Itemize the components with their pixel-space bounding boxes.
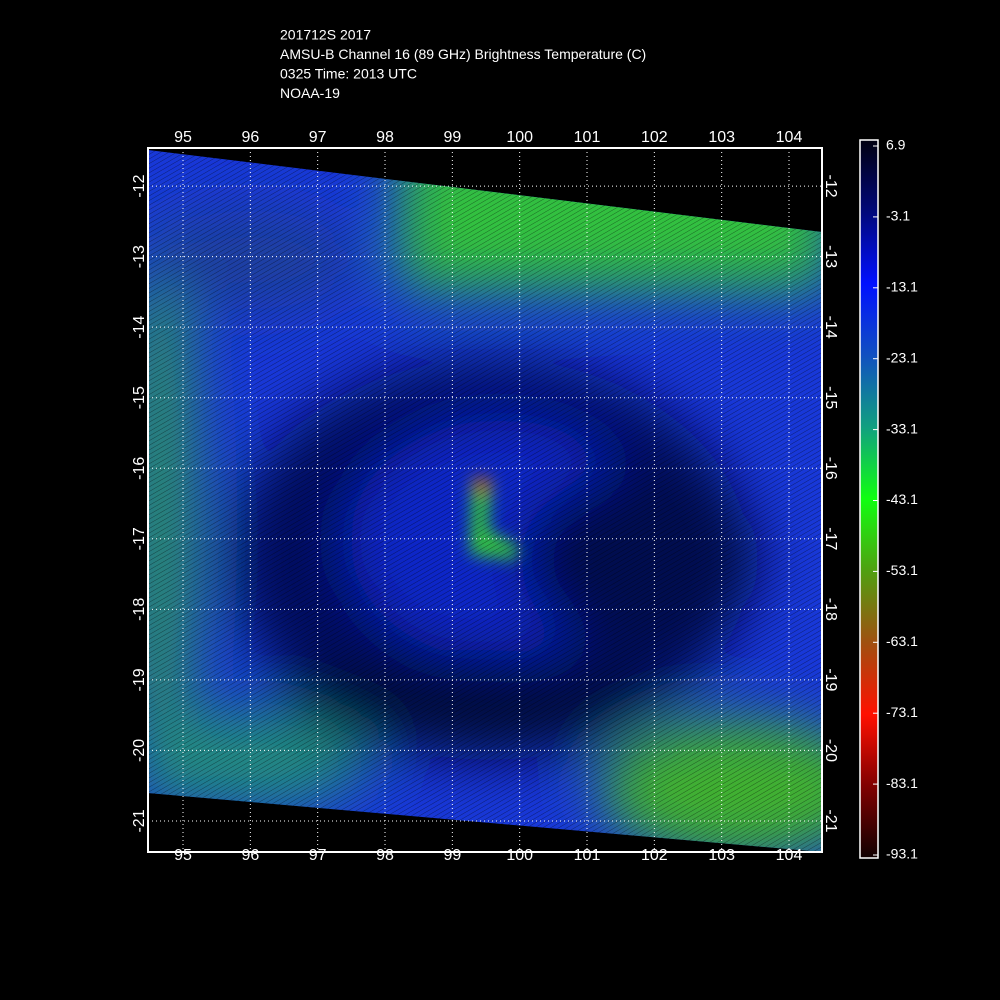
lon-label-top: 101 <box>574 129 601 146</box>
lon-label-top: 102 <box>641 129 668 146</box>
colorbar-label: -13.1 <box>886 279 918 295</box>
lon-label-top: 99 <box>443 129 461 146</box>
lon-label-top: 98 <box>376 129 394 146</box>
colorbar-label: -93.1 <box>886 846 918 862</box>
header-line: NOAA-19 <box>280 85 340 101</box>
colorbar <box>859 139 879 859</box>
lat-label-left: -13 <box>131 245 148 268</box>
lat-label-right: -21 <box>822 809 839 832</box>
colorbar-label: -73.1 <box>886 704 918 720</box>
lat-label-right: -19 <box>822 668 839 691</box>
lat-label-right: -17 <box>822 527 839 550</box>
lat-label-left: -20 <box>131 739 148 762</box>
lat-label-left: -15 <box>131 386 148 409</box>
colorbar-label: -83.1 <box>886 775 918 791</box>
colorbar-label: 6.9 <box>886 137 906 153</box>
header-line: 0325 Time: 2013 UTC <box>280 66 417 82</box>
lon-label-bottom: 99 <box>443 847 461 864</box>
colorbar-label: -43.1 <box>886 491 918 507</box>
colorbar-label: -3.1 <box>886 208 910 224</box>
lat-label-left: -17 <box>131 527 148 550</box>
colorbar-label: -63.1 <box>886 633 918 649</box>
lat-label-right: -13 <box>822 245 839 268</box>
lon-label-bottom: 102 <box>641 847 668 864</box>
lat-label-left: -21 <box>131 809 148 832</box>
lon-label-bottom: 98 <box>376 847 394 864</box>
lat-label-right: -18 <box>822 598 839 621</box>
lon-label-bottom: 103 <box>708 847 735 864</box>
lat-label-right: -12 <box>822 175 839 198</box>
lon-label-bottom: 104 <box>776 847 803 864</box>
lon-label-top: 97 <box>309 129 327 146</box>
lon-label-top: 103 <box>708 129 735 146</box>
lat-label-left: -19 <box>131 668 148 691</box>
lat-label-right: -15 <box>822 386 839 409</box>
lat-label-left: -16 <box>131 457 148 480</box>
lat-label-left: -18 <box>131 598 148 621</box>
lat-label-right: -16 <box>822 457 839 480</box>
lon-label-bottom: 100 <box>506 847 533 864</box>
colorbar-label: -53.1 <box>886 562 918 578</box>
header-line: AMSU-B Channel 16 (89 GHz) Brightness Te… <box>280 46 646 62</box>
lon-label-top: 95 <box>174 129 192 146</box>
lon-label-top: 96 <box>241 129 259 146</box>
lon-label-top: 100 <box>506 129 533 146</box>
lat-label-left: -12 <box>131 174 148 197</box>
colorbar-label: -23.1 <box>886 349 918 365</box>
lon-label-top: 104 <box>776 129 803 146</box>
header-line: 201712S 2017 <box>280 27 371 43</box>
colorbar-label: -33.1 <box>886 420 918 436</box>
lat-label-right: -14 <box>822 316 839 339</box>
lon-label-bottom: 96 <box>241 847 259 864</box>
map-frame <box>147 147 823 853</box>
lat-label-right: -20 <box>822 739 839 762</box>
imagery <box>148 150 822 852</box>
lon-label-bottom: 97 <box>309 847 327 864</box>
lon-label-bottom: 95 <box>174 847 192 864</box>
lon-label-bottom: 101 <box>574 847 601 864</box>
lat-label-left: -14 <box>131 316 148 339</box>
